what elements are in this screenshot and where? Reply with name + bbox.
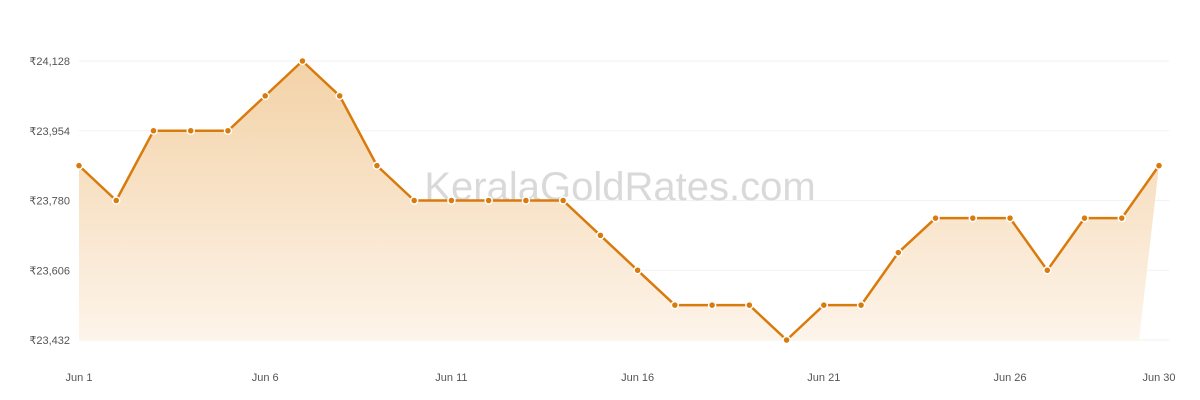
data-point[interactable] (819, 300, 829, 310)
x-tick-label: Jun 21 (807, 372, 840, 384)
data-point[interactable] (670, 300, 680, 310)
x-axis-ticks: Jun 1 Jun 6 Jun 11 Jun 16 Jun 21 Jun 26 Jun 30 (66, 372, 1176, 384)
data-point[interactable] (931, 213, 940, 223)
x-tick-label: Jun 30 (1142, 372, 1175, 384)
data-point[interactable] (149, 126, 158, 135)
data-point[interactable] (223, 126, 233, 135)
data-point[interactable] (1117, 213, 1127, 223)
series-line (78, 59, 1161, 342)
data-point[interactable] (558, 196, 568, 205)
y-tick-label: ₹23,432 (29, 335, 70, 347)
data-point[interactable] (1080, 213, 1089, 223)
x-tick-label: Jun 16 (621, 372, 654, 384)
y-tick-label: ₹23,606 (29, 265, 70, 277)
data-point[interactable] (447, 196, 456, 205)
data-point[interactable] (1043, 266, 1052, 275)
data-point[interactable] (856, 300, 866, 310)
x-tick-label: Jun 11 (435, 372, 467, 384)
y-tick-label: ₹23,780 (29, 196, 70, 208)
y-axis-ticks: ₹23,432 ₹23,606 ₹23,780 ₹23,954 ₹24,128 (29, 56, 70, 347)
x-tick-label: Jun 6 (252, 372, 279, 384)
data-point[interactable] (74, 161, 84, 170)
data-point[interactable] (894, 248, 903, 257)
data-point[interactable] (596, 231, 605, 240)
data-point[interactable] (968, 213, 978, 223)
data-point[interactable] (335, 91, 344, 101)
data-point[interactable] (186, 126, 195, 135)
data-point[interactable] (745, 300, 754, 310)
data-point[interactable] (707, 300, 717, 310)
data-points (74, 56, 1164, 345)
x-tick-label: Jun 1 (66, 372, 93, 384)
data-point[interactable] (1005, 213, 1015, 223)
data-point[interactable] (298, 56, 307, 66)
data-point[interactable] (372, 161, 382, 170)
data-point[interactable] (260, 91, 270, 101)
data-point[interactable] (409, 196, 419, 205)
x-tick-label: Jun 26 (994, 372, 1027, 384)
data-point[interactable] (484, 196, 493, 205)
data-point[interactable] (782, 335, 791, 345)
data-point[interactable] (633, 266, 642, 275)
y-tick-label: ₹23,954 (29, 126, 70, 138)
data-point[interactable] (1154, 161, 1164, 170)
area-fill (79, 61, 1159, 340)
data-point[interactable] (521, 196, 531, 205)
data-point[interactable] (111, 196, 121, 205)
y-tick-label: ₹24,128 (29, 56, 70, 68)
